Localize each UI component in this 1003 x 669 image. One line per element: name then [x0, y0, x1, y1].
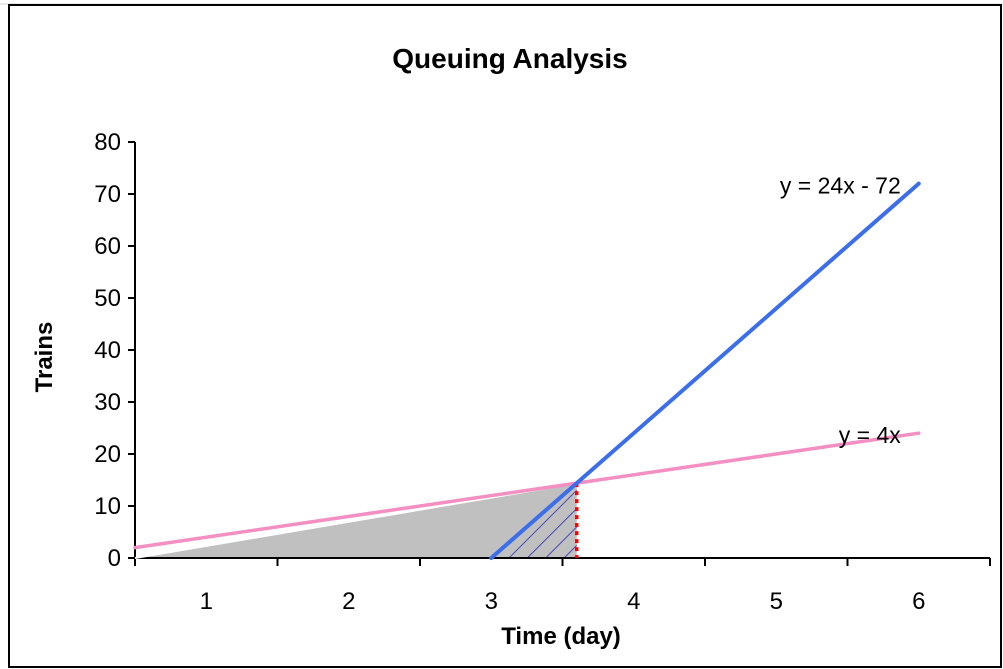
y-tick-label: 80 — [94, 129, 121, 156]
chart-frame — [8, 4, 1002, 668]
plot-area: 0 10 20 30 40 50 60 70 80 1 2 3 4 5 6 y = 24x - 72 y = 4… — [94, 129, 991, 615]
y-tick-label: 20 — [94, 441, 121, 468]
x-tick-label: 3 — [485, 588, 498, 615]
x-tick-label: 4 — [627, 588, 640, 615]
x-tick-label: 6 — [912, 588, 925, 615]
y-tick-label: 30 — [94, 389, 121, 416]
series-label-24x: y = 24x - 72 — [780, 173, 901, 199]
x-axis-label: Time (day) — [501, 623, 621, 650]
series-line-24x — [489, 181, 921, 560]
chart-title: Queuing Analysis — [392, 43, 627, 74]
x-tick-label: 5 — [770, 588, 783, 615]
y-tick-label: 60 — [94, 233, 121, 260]
y-tick-label: 50 — [94, 285, 121, 312]
y-tick-label: 10 — [94, 493, 121, 520]
series-label-4x: y = 4x — [839, 422, 902, 448]
x-tick-label: 1 — [200, 588, 213, 615]
y-tick-label: 0 — [108, 545, 121, 572]
y-tick-label: 40 — [94, 337, 121, 364]
y-axis-label: Trains — [31, 322, 58, 393]
y-tick-label: 70 — [94, 181, 121, 208]
x-tick-label: 2 — [342, 588, 355, 615]
